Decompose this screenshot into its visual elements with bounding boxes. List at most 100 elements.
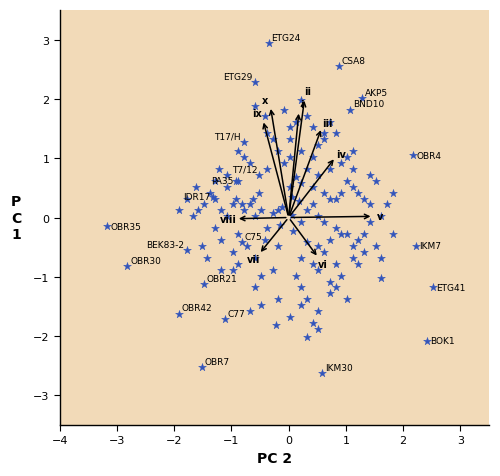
Point bbox=[244, 243, 252, 250]
Text: OBR35: OBR35 bbox=[110, 222, 141, 231]
Point bbox=[314, 213, 322, 221]
Point bbox=[268, 266, 276, 274]
Point bbox=[257, 302, 265, 309]
Point bbox=[378, 275, 386, 282]
Point bbox=[286, 154, 294, 161]
Point bbox=[223, 213, 231, 221]
Point bbox=[212, 178, 220, 185]
Text: BND10: BND10 bbox=[354, 100, 384, 109]
Point bbox=[276, 221, 284, 229]
Point bbox=[198, 243, 205, 250]
Text: T17/H: T17/H bbox=[214, 132, 241, 141]
Point bbox=[372, 243, 380, 250]
Point bbox=[326, 195, 334, 203]
Text: viii: viii bbox=[220, 214, 236, 224]
Point bbox=[223, 172, 231, 179]
Point bbox=[348, 243, 356, 250]
Y-axis label: P
C
1: P C 1 bbox=[11, 195, 22, 241]
Point bbox=[255, 172, 263, 179]
Point bbox=[326, 119, 334, 126]
Text: OBR30: OBR30 bbox=[130, 257, 161, 265]
Point bbox=[257, 272, 265, 280]
Point bbox=[303, 207, 311, 215]
Point bbox=[335, 63, 343, 71]
Point bbox=[326, 278, 334, 286]
X-axis label: PC 2: PC 2 bbox=[257, 451, 292, 465]
Point bbox=[343, 178, 351, 185]
Point bbox=[320, 219, 328, 227]
Point bbox=[246, 201, 254, 209]
Point bbox=[288, 194, 296, 201]
Point bbox=[343, 231, 351, 238]
Point bbox=[232, 178, 240, 185]
Point bbox=[215, 166, 223, 173]
Text: ix: ix bbox=[252, 109, 262, 119]
Point bbox=[297, 219, 305, 227]
Point bbox=[308, 260, 316, 268]
Point bbox=[360, 248, 368, 256]
Point bbox=[314, 243, 322, 250]
Point bbox=[252, 284, 260, 292]
Point bbox=[286, 136, 294, 144]
Point bbox=[412, 243, 420, 250]
Point bbox=[238, 201, 246, 209]
Point bbox=[268, 209, 276, 217]
Point bbox=[314, 142, 322, 150]
Point bbox=[346, 107, 354, 114]
Point bbox=[212, 195, 220, 203]
Text: AKP5: AKP5 bbox=[364, 89, 388, 98]
Point bbox=[326, 166, 334, 173]
Point bbox=[286, 184, 294, 191]
Point bbox=[234, 260, 242, 268]
Text: vii: vii bbox=[246, 255, 260, 265]
Text: ETG24: ETG24 bbox=[272, 33, 300, 42]
Point bbox=[278, 204, 286, 211]
Point bbox=[272, 322, 280, 329]
Point bbox=[332, 225, 340, 232]
Point bbox=[314, 172, 322, 179]
Point bbox=[320, 189, 328, 197]
Point bbox=[348, 255, 356, 262]
Point bbox=[102, 223, 110, 231]
Point bbox=[220, 316, 228, 324]
Text: iii: iii bbox=[322, 119, 333, 129]
Point bbox=[366, 201, 374, 209]
Point bbox=[308, 184, 316, 191]
Point bbox=[338, 231, 345, 238]
Point bbox=[354, 189, 362, 197]
Point bbox=[338, 272, 345, 280]
Point bbox=[292, 272, 300, 280]
Point bbox=[260, 237, 268, 244]
Point bbox=[274, 243, 282, 250]
Point bbox=[332, 284, 340, 292]
Text: C75: C75 bbox=[244, 233, 262, 242]
Point bbox=[217, 237, 225, 244]
Point bbox=[297, 180, 305, 188]
Point bbox=[383, 201, 391, 209]
Point bbox=[257, 207, 265, 215]
Text: CSA8: CSA8 bbox=[342, 57, 366, 66]
Point bbox=[348, 184, 356, 191]
Point bbox=[372, 178, 380, 185]
Point bbox=[175, 310, 183, 317]
Point bbox=[223, 184, 231, 191]
Point bbox=[252, 213, 260, 221]
Point bbox=[234, 148, 242, 156]
Point bbox=[194, 207, 202, 215]
Point bbox=[249, 195, 257, 203]
Point bbox=[175, 207, 183, 215]
Point bbox=[326, 237, 334, 244]
Point bbox=[378, 213, 386, 221]
Text: PA35: PA35 bbox=[211, 177, 233, 186]
Point bbox=[246, 160, 254, 168]
Point bbox=[274, 207, 282, 215]
Point bbox=[234, 231, 242, 238]
Point bbox=[212, 225, 220, 232]
Text: IKM7: IKM7 bbox=[419, 242, 441, 251]
Text: IDR17: IDR17 bbox=[183, 193, 210, 202]
Point bbox=[389, 189, 397, 197]
Point bbox=[206, 189, 214, 197]
Point bbox=[297, 148, 305, 156]
Point bbox=[314, 326, 322, 333]
Point bbox=[288, 211, 296, 219]
